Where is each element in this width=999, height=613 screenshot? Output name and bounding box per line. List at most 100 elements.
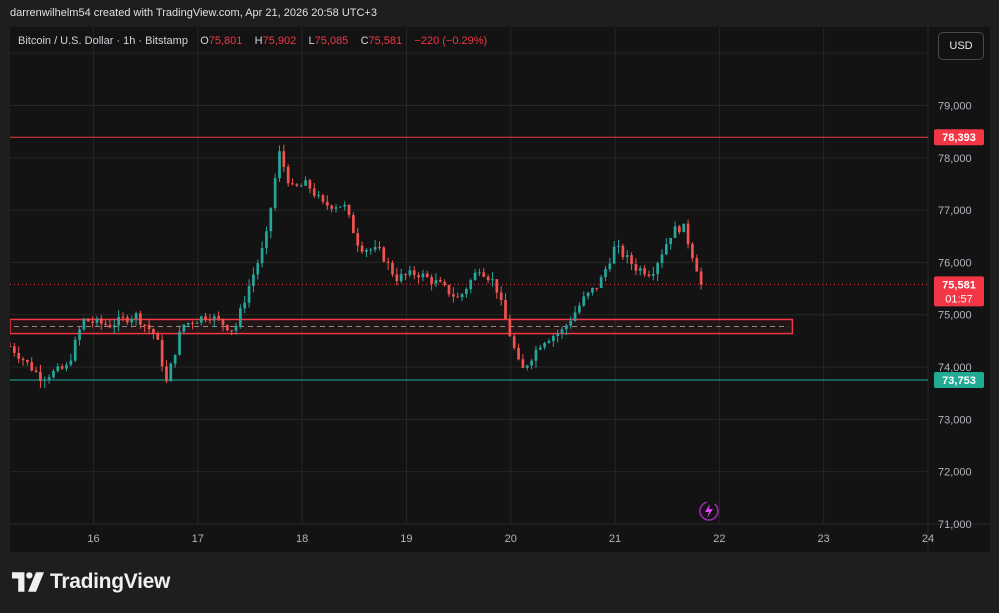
candle [547, 341, 551, 343]
candle [308, 180, 312, 189]
x-tick-label: 20 [505, 533, 517, 545]
open-value: 75,801 [208, 35, 243, 47]
candle [499, 292, 503, 301]
candle [247, 285, 251, 303]
candle [121, 316, 125, 318]
candle [682, 223, 686, 233]
candle [343, 204, 347, 207]
candle [630, 255, 633, 265]
candle [265, 231, 268, 249]
candle [225, 324, 229, 331]
candle [678, 226, 681, 233]
candle [10, 346, 12, 348]
candle [173, 354, 177, 364]
tradingview-logo[interactable]: TradingView [12, 570, 170, 594]
candle [469, 280, 473, 290]
candle [673, 226, 677, 238]
candle [621, 245, 625, 258]
candle [465, 289, 468, 295]
candle [95, 318, 99, 323]
candle [269, 207, 273, 232]
candle [69, 360, 73, 365]
open-label: O [200, 35, 209, 47]
candle [126, 317, 129, 323]
candle [538, 347, 542, 350]
candle [365, 249, 368, 252]
candle [478, 272, 481, 274]
candle [456, 296, 460, 298]
candle [12, 346, 16, 353]
candle [47, 377, 51, 380]
candle [134, 313, 138, 319]
close-label: C [360, 35, 369, 47]
candle [352, 215, 355, 234]
brand-name: TradingView [50, 570, 171, 593]
candle [252, 274, 255, 286]
candle [160, 339, 164, 367]
ohlc-legend: Bitcoin / U.S. Dollar · 1h · Bitstamp O7… [18, 35, 487, 47]
candle [65, 364, 68, 369]
candle [256, 263, 260, 275]
candle [108, 324, 112, 328]
candle [378, 247, 381, 249]
candle [230, 330, 234, 332]
candle [99, 318, 103, 324]
candle [234, 325, 238, 331]
candle [152, 329, 155, 334]
candle [534, 349, 538, 361]
candle [560, 329, 564, 334]
bar-countdown-label: 01:57 [945, 293, 973, 305]
candle [356, 233, 360, 246]
candle [604, 269, 607, 278]
candle [647, 274, 651, 276]
y-tick-label: 76,000 [938, 257, 972, 269]
candle [691, 244, 694, 259]
candle [195, 322, 199, 324]
y-tick-label: 78,000 [938, 153, 972, 165]
x-tick-label: 22 [713, 533, 725, 545]
candle [217, 316, 220, 319]
candle [495, 279, 499, 293]
candle [56, 366, 60, 372]
candle [143, 324, 147, 326]
candle [78, 329, 81, 340]
support-price-tag [934, 371, 984, 388]
y-tick-label: 75,000 [938, 310, 972, 322]
candle [60, 366, 64, 369]
candle [286, 166, 290, 184]
candle [360, 245, 364, 252]
candle [73, 339, 77, 361]
currency-button[interactable]: USD [938, 32, 984, 60]
candle [243, 302, 247, 309]
y-tick-label: 73,000 [938, 414, 972, 426]
candle [282, 151, 286, 167]
candle [595, 287, 599, 289]
candle [26, 360, 29, 363]
y-tick-label: 71,000 [938, 519, 972, 531]
x-tick-label: 21 [609, 533, 621, 545]
candle [395, 274, 399, 282]
candle [117, 316, 121, 326]
support-price-label: 73,753 [942, 375, 976, 387]
price-chart[interactable]: 80,00079,00078,00077,00076,00075,00074,0… [10, 27, 990, 552]
x-tick-label: 23 [818, 533, 830, 545]
chart-attribution: darrenwilhelm54 created with TradingView… [10, 7, 377, 19]
candle [34, 370, 38, 372]
candle [578, 305, 581, 313]
y-tick-label: 74,000 [938, 362, 972, 374]
candle [321, 195, 325, 202]
candle [43, 379, 47, 381]
candle [617, 245, 620, 247]
candle [656, 263, 659, 275]
candle [373, 247, 377, 250]
y-tick-label: 79,000 [938, 100, 972, 112]
candle [52, 371, 55, 378]
symbol-label: Bitcoin / U.S. Dollar · 1h · Bitstamp [18, 35, 188, 47]
candle [347, 204, 351, 216]
candle [82, 318, 86, 330]
candle [17, 352, 21, 359]
candle [508, 319, 512, 337]
candle [278, 151, 281, 179]
candle [443, 281, 447, 285]
candle [325, 201, 329, 206]
